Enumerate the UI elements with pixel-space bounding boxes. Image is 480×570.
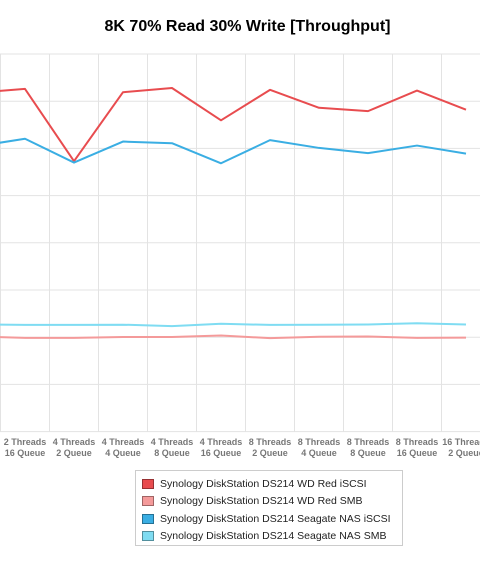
series-line-4	[0, 322, 467, 328]
legend-label: Synology DiskStation DS214 WD Red SMB	[160, 495, 363, 508]
x-tick-label: 8 Threads 16 Queue	[396, 437, 439, 458]
legend-swatch	[142, 478, 154, 489]
legend-label: Synology DiskStation DS214 Seagate NAS S…	[160, 530, 387, 543]
legend-label: Synology DiskStation DS214 WD Red iSCSI	[160, 477, 367, 490]
x-tick-label: 8 Threads 2 Queue	[249, 437, 292, 458]
legend-swatch	[142, 513, 154, 524]
legend-item[interactable]: Synology DiskStation DS214 WD Red iSCSI	[142, 475, 402, 493]
x-tick-label: 4 Threads 4 Queue	[102, 437, 145, 458]
legend-item[interactable]: Synology DiskStation DS214 Seagate NAS S…	[142, 528, 402, 546]
x-tick-label: 4 Threads 8 Queue	[151, 437, 194, 458]
x-tick-label: 2 Threads 16 Queue	[4, 437, 47, 458]
series-line-2	[0, 334, 467, 340]
x-tick-label: 8 Threads 8 Queue	[347, 437, 390, 458]
legend-item[interactable]: Synology DiskStation DS214 Seagate NAS i…	[142, 510, 402, 528]
series-line-1	[0, 86, 467, 163]
legend-label: Synology DiskStation DS214 Seagate NAS i…	[160, 512, 391, 525]
legend-swatch	[142, 496, 154, 507]
chart-series-lines	[0, 86, 467, 340]
series-line-3	[0, 137, 467, 165]
chart-grid	[0, 53, 480, 433]
legend-item[interactable]: Synology DiskStation DS214 WD Red SMB	[142, 493, 402, 511]
x-tick-label: 4 Threads 16 Queue	[200, 437, 243, 458]
x-tick-label: 4 Threads 2 Queue	[53, 437, 96, 458]
x-tick-label: 8 Threads 4 Queue	[298, 437, 341, 458]
chart-legend: Synology DiskStation DS214 WD Red iSCSI S…	[135, 470, 403, 546]
legend-swatch	[142, 531, 154, 542]
chart-title: 8K 70% Read 30% Write [Throughput]	[104, 18, 391, 35]
